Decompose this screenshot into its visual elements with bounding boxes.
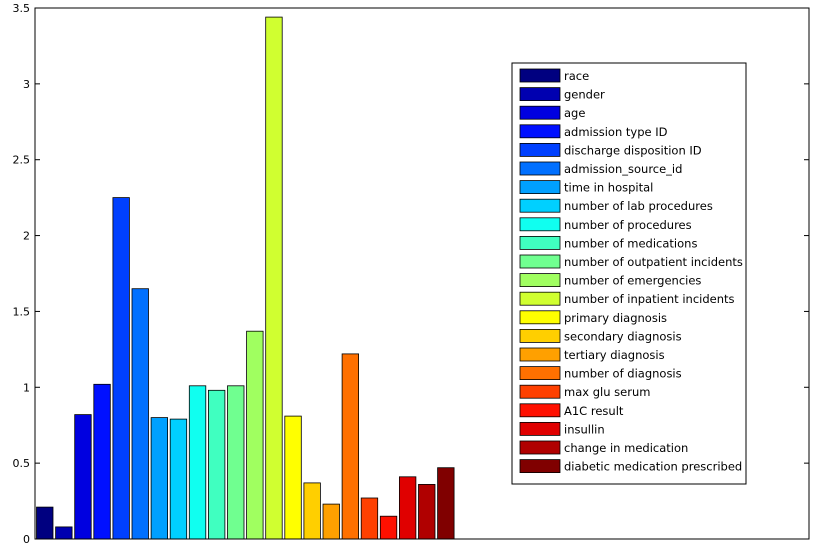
legend-label-8: number of lab procedures	[564, 199, 713, 213]
legend-swatch-8	[519, 198, 561, 213]
y-tick-label: 3	[23, 78, 30, 91]
bar-5	[112, 197, 130, 540]
legend-swatch-14	[519, 310, 561, 325]
bar-6	[131, 288, 149, 540]
bar-3	[74, 414, 92, 540]
bar-19	[379, 515, 398, 540]
legend-label-16: tertiary diagnosis	[564, 348, 665, 362]
legend-label-22: diabetic medication prescribed	[564, 460, 742, 474]
bar-18	[360, 497, 379, 540]
legend-label-15: secondary diagnosis	[564, 329, 682, 343]
y-tick-label: 2	[23, 230, 30, 243]
bar-9	[188, 385, 207, 540]
legend-swatch-22	[519, 459, 561, 474]
bar-8	[169, 418, 188, 540]
bar-22	[437, 467, 455, 540]
y-tick-label: 1.5	[13, 305, 31, 318]
legend-swatch-9	[519, 217, 561, 232]
legend-label-11: number of outpatient incidents	[564, 255, 743, 269]
bar-7	[150, 417, 169, 540]
legend-label-12: number of emergencies	[564, 274, 701, 288]
legend-label-21: change in medication	[564, 441, 688, 455]
legend-label-5: discharge disposition ID	[564, 143, 702, 157]
bar-21	[418, 483, 436, 540]
legend-swatch-18	[519, 384, 561, 399]
legend-swatch-2	[519, 87, 561, 101]
legend-label-3: age	[564, 106, 585, 120]
bar-10	[207, 389, 226, 540]
legend-label-9: number of procedures	[564, 218, 692, 232]
y-tick-label: 3.5	[13, 2, 31, 15]
y-tick-label: 1	[23, 381, 30, 394]
y-tick-label: 0.5	[13, 457, 31, 470]
legend-swatch-6	[519, 161, 561, 176]
legend-swatch-7	[519, 180, 561, 195]
legend-swatch-17	[519, 366, 561, 381]
legend-label-7: time in hospital	[564, 181, 653, 195]
legend-swatch-3	[519, 105, 561, 120]
legend-swatch-15	[519, 328, 561, 343]
y-axis: 0 0.5 1 1.5 2 2.5 3 3.5	[13, 2, 809, 546]
legend-swatch-19	[519, 403, 561, 418]
y-tick-label: 0	[23, 533, 30, 546]
legend-label-2: gender	[564, 88, 605, 102]
bar-13	[265, 16, 283, 540]
legend-label-20: insullin	[564, 422, 605, 436]
legend-label-19: A1C result	[564, 404, 624, 418]
legend-swatch-4	[519, 124, 561, 139]
legend-label-10: number of medications	[564, 236, 697, 250]
legend-swatch-21	[519, 440, 561, 455]
legend-swatch-16	[519, 347, 561, 362]
bar-12	[246, 330, 264, 540]
legend-label-18: max glu serum	[564, 385, 650, 399]
bar-16	[322, 503, 340, 540]
bar-15	[303, 482, 321, 540]
legend-swatch-12	[519, 273, 561, 288]
bar-1	[36, 506, 54, 540]
legend-label-1: race	[564, 69, 589, 83]
plot-area-frame	[34, 7, 810, 540]
bar-17	[341, 353, 360, 540]
bars	[36, 16, 455, 540]
legend-swatch-11	[519, 254, 561, 269]
legend-swatch-1	[519, 68, 561, 83]
legend-swatch-5	[519, 142, 561, 157]
legend-label-4: admission type ID	[564, 125, 668, 139]
legend: race gender age admission type ID discharge …	[511, 62, 747, 485]
bar-4	[93, 383, 111, 540]
bar-20	[398, 476, 417, 540]
legend-swatch-10	[519, 235, 561, 250]
legend-label-14: primary diagnosis	[564, 311, 667, 325]
bar-2	[55, 526, 73, 540]
legend-swatch-13	[519, 291, 561, 306]
legend-label-13: number of inpatient incidents	[564, 292, 735, 306]
bar-14	[284, 415, 302, 540]
legend-label-6: admission_source_id	[564, 162, 682, 176]
legend-swatch-20	[519, 421, 561, 436]
bar-11	[227, 385, 245, 540]
y-tick-label: 2.5	[13, 154, 31, 167]
legend-label-17: number of diagnosis	[564, 367, 682, 381]
